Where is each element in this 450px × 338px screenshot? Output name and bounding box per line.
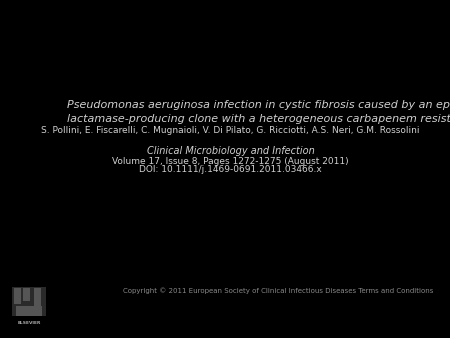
Text: Pseudomonas aeruginosa infection in cystic fibrosis caused by an epidemic metall: Pseudomonas aeruginosa infection in cyst… [67,100,450,124]
Bar [14,288,21,304]
Text: S. Pollini, E. Fiscarelli, C. Mugnaioli, V. Di Pilato, G. Ricciotti, A.S. Neri, : S. Pollini, E. Fiscarelli, C. Mugnaioli,… [41,126,420,135]
Bar [34,288,40,306]
Text: Copyright © 2011 European Society of Clinical Infectious Diseases Terms and Cond: Copyright © 2011 European Society of Cli… [122,287,433,294]
Text: ELSEVIER: ELSEVIER [18,320,40,324]
Bar [12,287,46,316]
Bar [23,288,30,301]
Text: Clinical Microbiology and Infection: Clinical Microbiology and Infection [147,146,315,156]
Bar [16,306,42,316]
Text: DOI: 10.1111/j.1469-0691.2011.03466.x: DOI: 10.1111/j.1469-0691.2011.03466.x [139,165,322,174]
Text: Volume 17, Issue 8, Pages 1272-1275 (August 2011): Volume 17, Issue 8, Pages 1272-1275 (Aug… [112,157,349,166]
